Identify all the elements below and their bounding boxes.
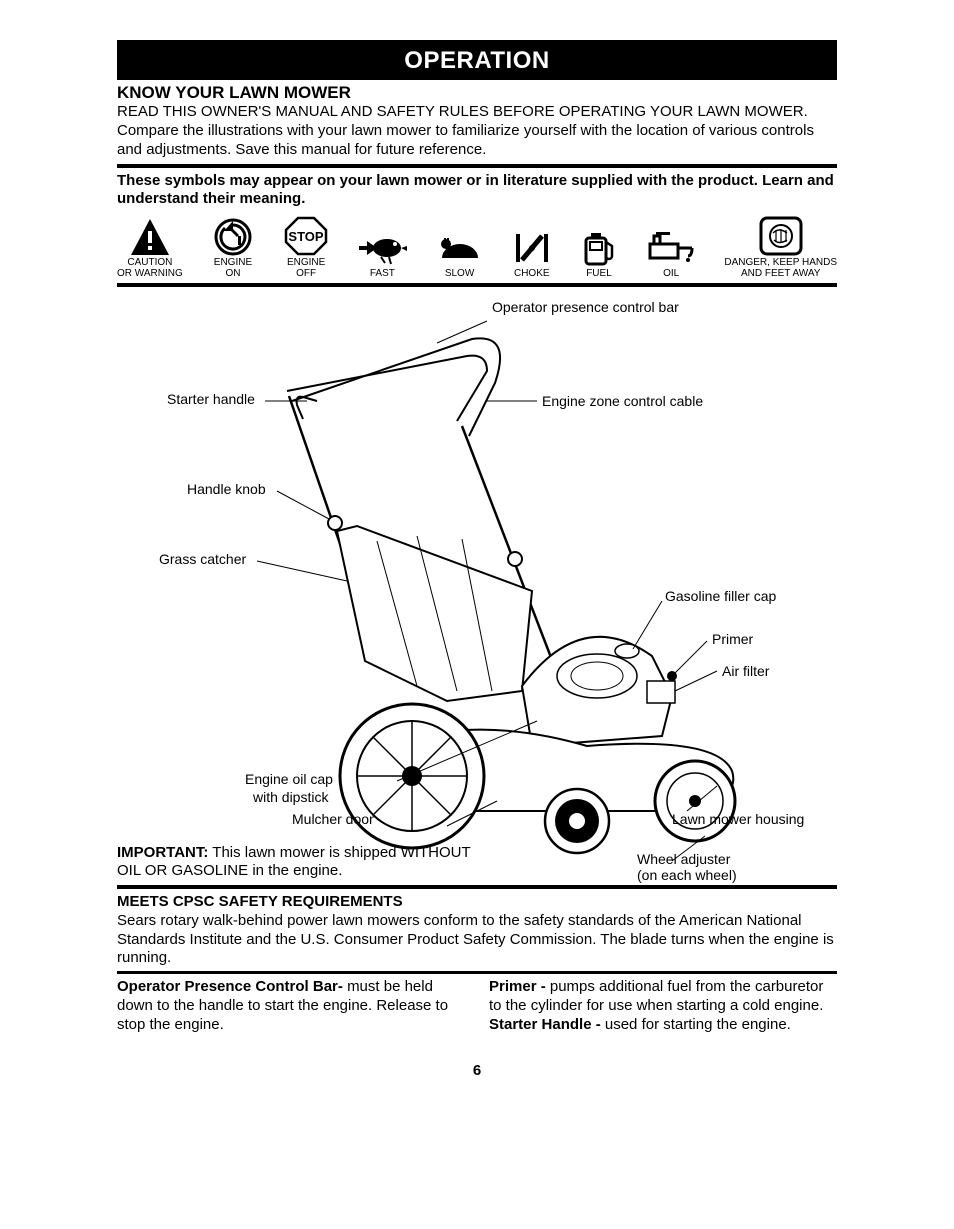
label-primer: Primer [712, 631, 753, 649]
symbols-row: CAUTIONOR WARNING ENGINEON STOP ENGINEOF… [117, 215, 837, 279]
stop-icon: STOP [283, 215, 329, 257]
divider [117, 885, 837, 889]
fast-icon [357, 228, 407, 268]
symbol-label: SLOW [445, 268, 474, 279]
symbol-caution: CAUTIONOR WARNING [117, 217, 183, 279]
definitions: Operator Presence Control Bar- must be h… [117, 978, 837, 1034]
label-air-filter: Air filter [722, 663, 769, 681]
symbol-engine-on: ENGINEON [211, 217, 255, 279]
symbol-label: CAUTIONOR WARNING [117, 257, 183, 279]
symbol-label: FUEL [586, 268, 612, 279]
divider [117, 164, 837, 168]
symbol-slow: SLOW [436, 228, 484, 279]
divider [117, 283, 837, 287]
label-knob: Handle knob [187, 481, 266, 499]
symbol-fuel: FUEL [580, 228, 618, 279]
symbol-label: OIL [663, 268, 679, 279]
symbol-label: ENGINEON [214, 257, 252, 279]
page-number: 6 [117, 1062, 837, 1081]
intro-text: READ THIS OWNER'S MANUAL AND SAFETY RULE… [117, 103, 837, 159]
label-oil-cap2: with dipstick [253, 789, 328, 807]
symbol-danger: DANGER, KEEP HANDSAND FEET AWAY [724, 215, 837, 279]
label-wheel-adj1: Wheel adjuster [637, 851, 730, 869]
important-note: IMPORTANT: This lawn mower is shipped WI… [117, 844, 487, 882]
important-lead: IMPORTANT: [117, 844, 208, 861]
symbol-choke: CHOKE [512, 228, 552, 279]
oil-icon [646, 228, 696, 268]
symbols-intro: These symbols may appear on your lawn mo… [117, 172, 837, 210]
def-term: Primer - [489, 978, 550, 995]
label-wheel-adj2: (on each wheel) [637, 867, 737, 885]
symbol-fast: FAST [357, 228, 407, 279]
def-term: Operator Presence Control Bar- [117, 978, 347, 995]
label-starter: Starter handle [167, 391, 255, 409]
mower-diagram: Operator presence control bar Starter ha… [117, 291, 837, 881]
def-body: used for starting the engine. [605, 1016, 791, 1033]
heading-know-your-mower: KNOW YOUR LAWN MOWER [117, 82, 837, 103]
label-gas-cap: Gasoline filler cap [665, 588, 776, 606]
def-term: Starter Handle - [489, 1016, 605, 1033]
danger-icon [758, 215, 804, 257]
def-col-right: Primer - pumps additional fuel from the … [489, 978, 837, 1034]
label-zone-cable: Engine zone control cable [542, 393, 703, 411]
label-oil-cap1: Engine oil cap [245, 771, 333, 789]
caution-icon [129, 217, 171, 257]
symbol-label: ENGINEOFF [287, 257, 325, 279]
label-mulcher: Mulcher door [292, 811, 374, 829]
symbol-label: FAST [370, 268, 395, 279]
cpsc-body: Sears rotary walk-behind power lawn mowe… [117, 912, 837, 968]
page-content: OPERATION KNOW YOUR LAWN MOWER READ THIS… [117, 40, 837, 1081]
choke-icon [512, 228, 552, 268]
heading-cpsc: MEETS CPSC SAFETY REQUIREMENTS [117, 893, 837, 912]
fuel-icon [580, 228, 618, 268]
divider [117, 971, 837, 974]
symbol-engine-off: STOP ENGINEOFF [283, 215, 329, 279]
slow-icon [436, 228, 484, 268]
banner-operation: OPERATION [117, 40, 837, 80]
svg-text:STOP: STOP [289, 229, 324, 244]
def-col-left: Operator Presence Control Bar- must be h… [117, 978, 465, 1034]
mower-svg [117, 291, 837, 881]
symbol-label: CHOKE [514, 268, 550, 279]
symbol-oil: OIL [646, 228, 696, 279]
engine-on-icon [211, 217, 255, 257]
label-housing: Lawn mower housing [672, 811, 804, 829]
label-op-bar: Operator presence control bar [492, 299, 692, 317]
label-catcher: Grass catcher [159, 551, 246, 569]
symbol-label: DANGER, KEEP HANDSAND FEET AWAY [724, 257, 837, 279]
